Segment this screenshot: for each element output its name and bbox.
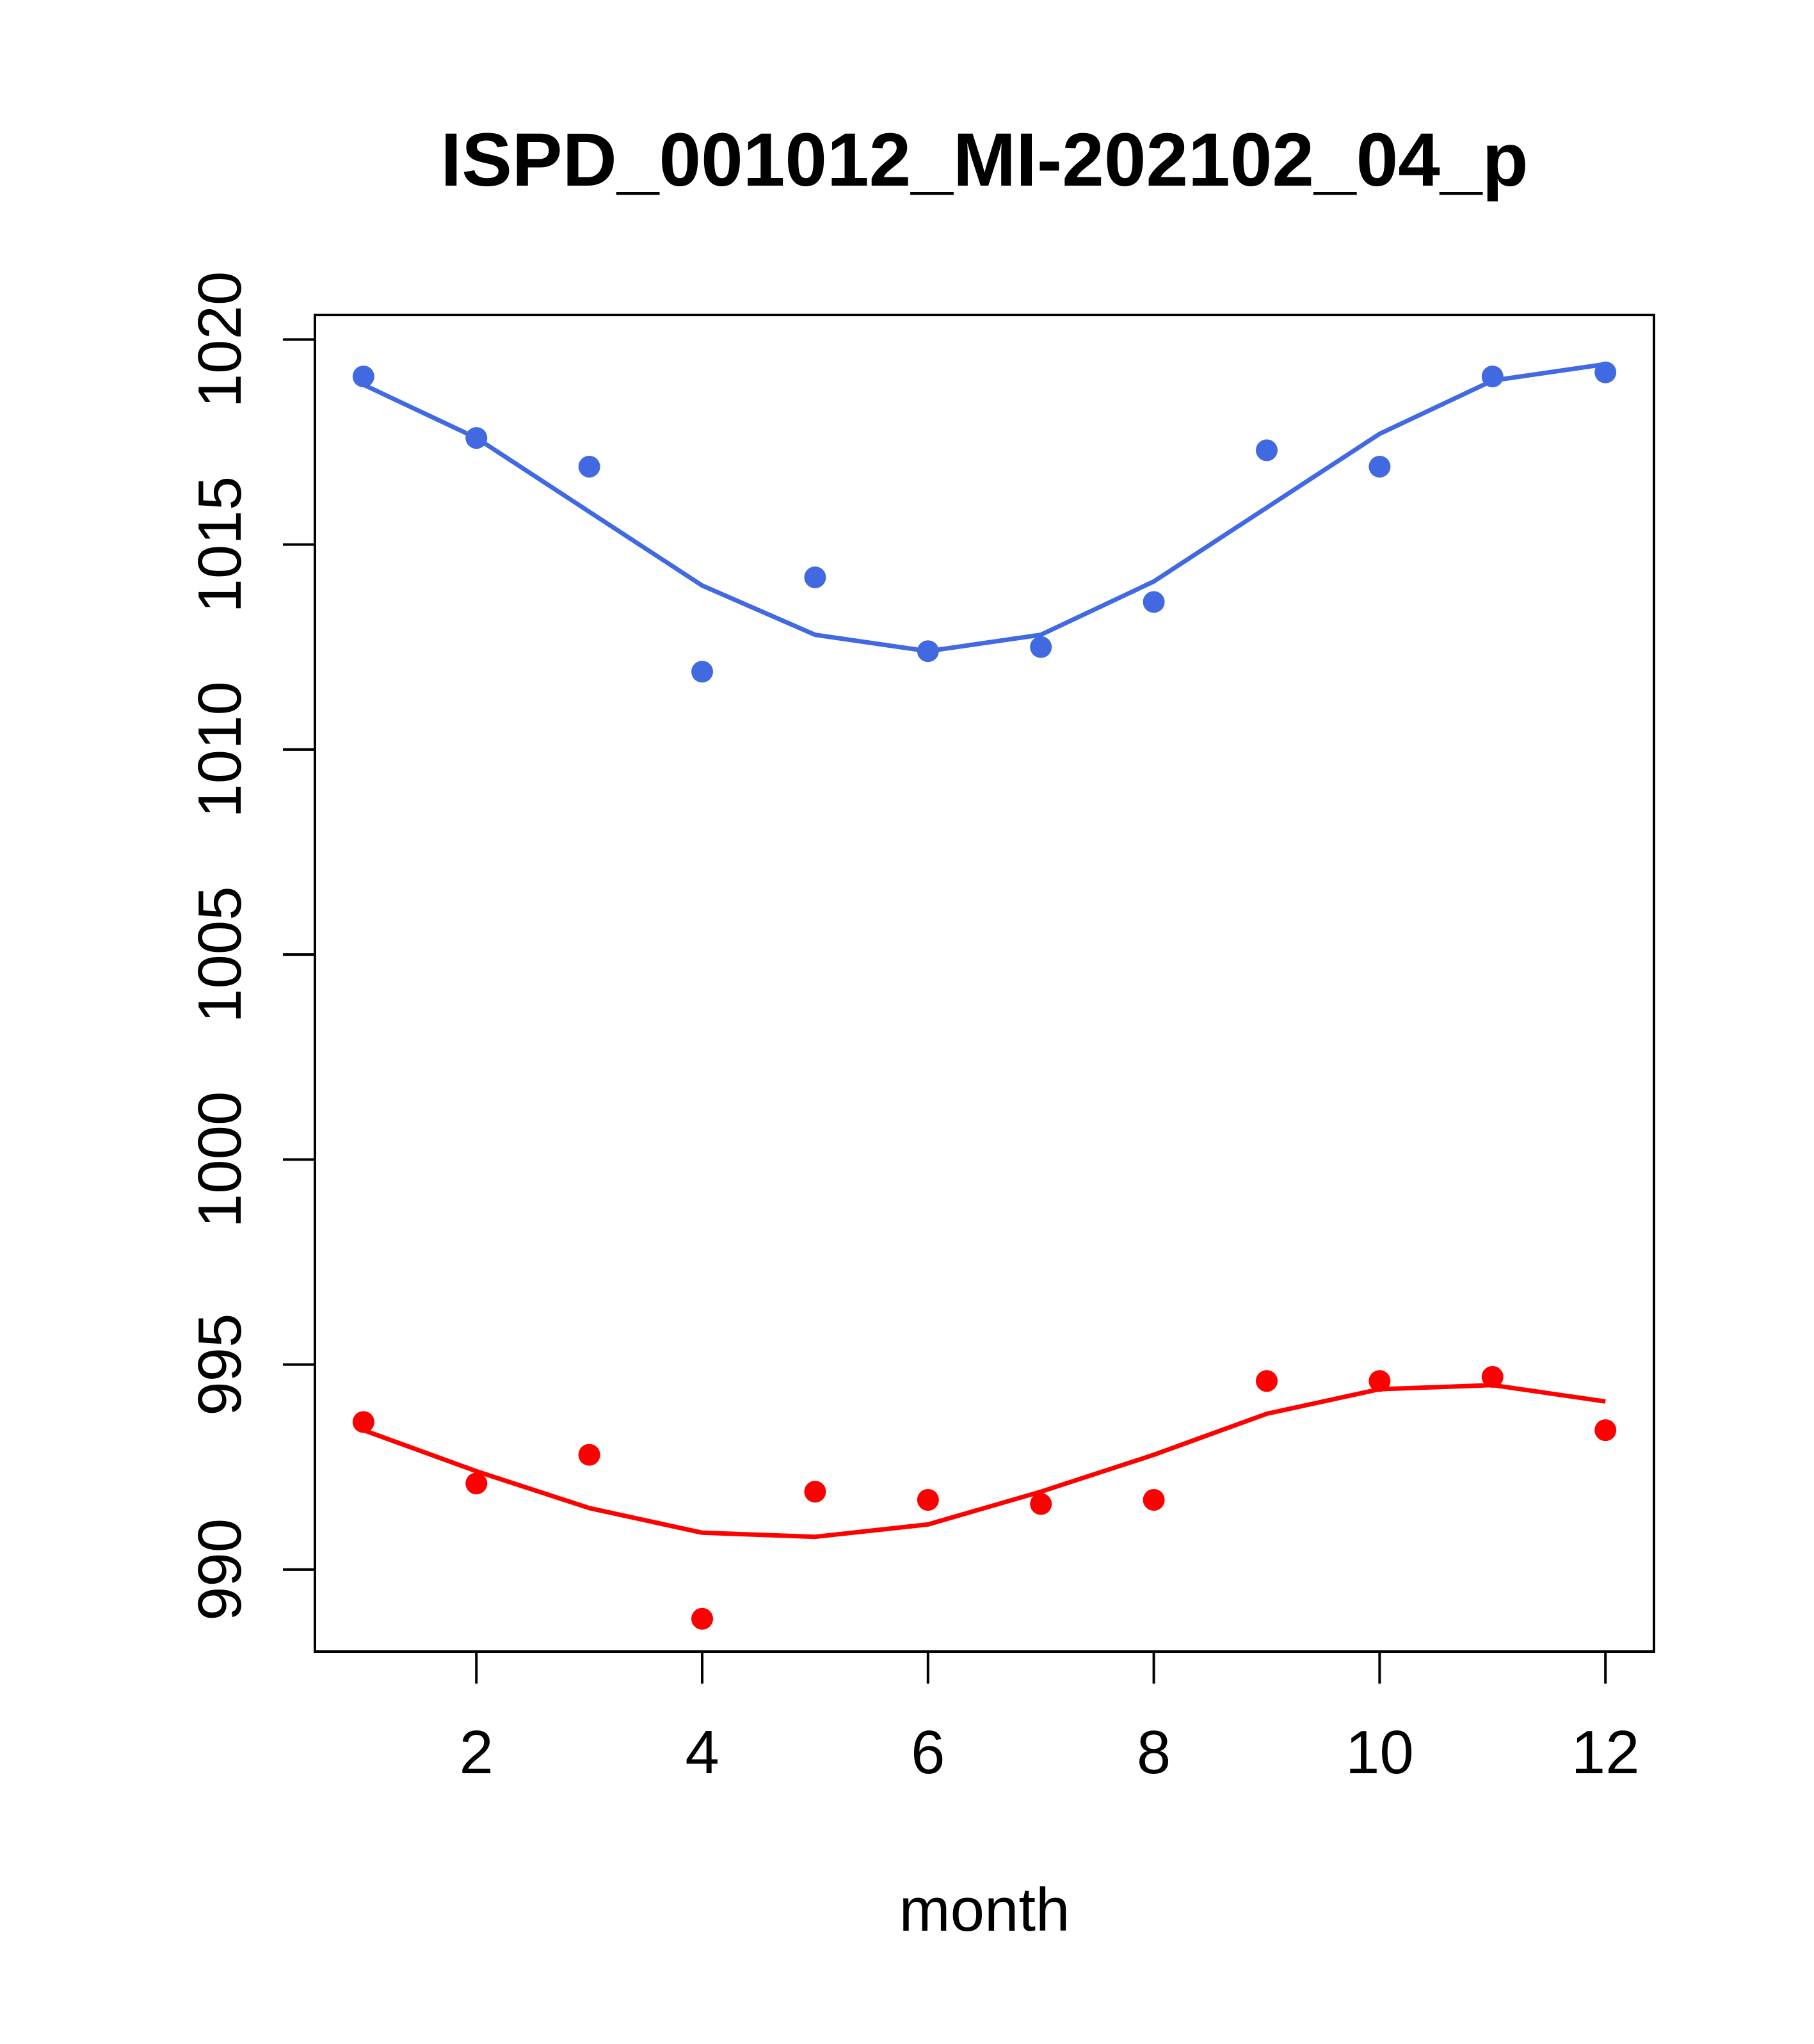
data-point [917,1489,939,1511]
data-point [804,1481,826,1503]
x-tick-label: 12 [1571,1718,1640,1787]
data-point [1481,366,1504,388]
y-tick-label: 995 [186,1314,254,1416]
x-tick-label: 2 [460,1718,494,1787]
x-tick-label: 4 [685,1718,719,1787]
data-point [465,1472,488,1495]
data-point [352,1411,374,1433]
data-point [804,566,826,588]
x-axis-label: month [899,1876,1070,1944]
x-axis: 2 4 6 8 10 12 [460,1650,1640,1787]
chart-title: ISPD_001012_MI-202102_04_p [440,118,1528,202]
y-tick-label: 1020 [186,271,254,408]
y-tick-label: 1000 [186,1091,254,1228]
x-tick-label: 6 [911,1718,945,1787]
data-point [1481,1365,1504,1388]
data-point [691,1607,714,1630]
data-point [578,455,600,478]
fitted-line [362,362,1606,654]
y-tick-label: 1010 [186,681,254,818]
y-axis: 990 995 1000 1005 1010 1015 1020 [186,271,316,1621]
series-2 [352,1365,1617,1630]
data-point [578,1444,600,1466]
x-tick-label: 8 [1137,1718,1171,1787]
data-point [1143,591,1165,613]
data-point [1255,1370,1278,1392]
data-point [1369,455,1391,478]
data-point [917,640,939,663]
data-point [1255,439,1278,462]
y-tick-label: 990 [186,1518,254,1621]
data-point [465,427,488,449]
data-point [1369,1370,1391,1392]
data-point [691,661,714,683]
data-point [1594,361,1617,383]
series-1 [352,361,1617,683]
data-point [1143,1489,1165,1511]
y-tick-label: 1015 [186,476,254,613]
x-tick-label: 10 [1345,1718,1414,1787]
y-tick-label: 1005 [186,886,254,1023]
data-point [1030,636,1052,658]
data-point [1030,1493,1052,1515]
data-point [1594,1419,1617,1442]
data-point [352,366,374,388]
fitted-line [362,1383,1606,1540]
series-layer [352,361,1617,1630]
